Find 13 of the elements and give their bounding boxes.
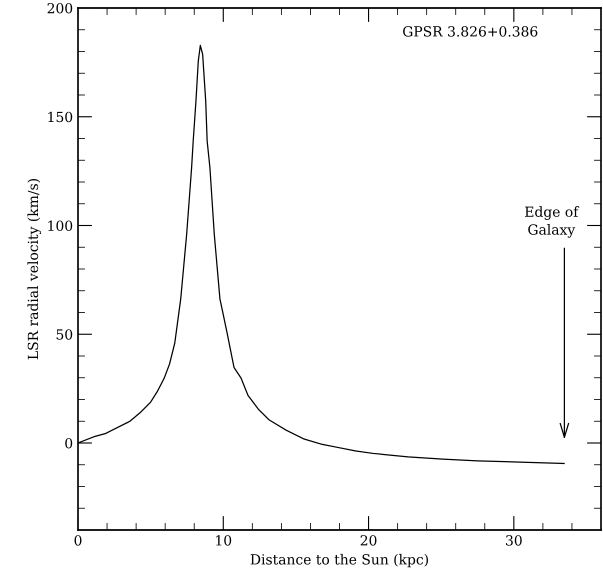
y-tick-label: 0 <box>65 438 72 448</box>
annotation: Edge of Galaxy <box>525 206 580 238</box>
y-tick-label: 200 <box>48 2 72 14</box>
y-axis-title: LSR radial velocity (km/s) <box>27 179 42 360</box>
y-tick-label: 50 <box>56 329 72 340</box>
x-axis-title: Distance to the Sun (kpc) <box>250 554 428 568</box>
annotation: GPSR 3.826+0.386 <box>403 26 538 37</box>
y-tick-label: 150 <box>48 112 72 122</box>
x-tick-label: 0 <box>74 535 82 546</box>
x-tick-label: 30 <box>506 535 522 546</box>
x-tick-label: 10 <box>216 535 232 546</box>
x-tick-label: 20 <box>360 535 376 546</box>
y-tick-label: 100 <box>48 220 72 231</box>
